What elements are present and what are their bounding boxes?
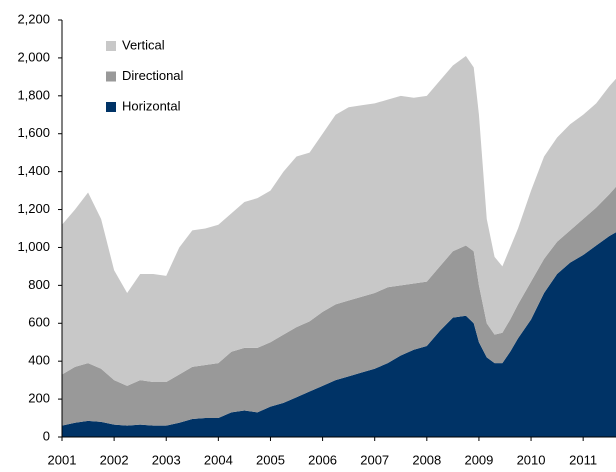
y-tick-label: 800	[28, 277, 50, 292]
x-tick-label: 2003	[152, 452, 181, 467]
y-tick-label: 2,000	[17, 49, 50, 64]
y-tick-label: 1,200	[17, 201, 50, 216]
x-tick-label: 2004	[204, 452, 233, 467]
x-tick-label: 2002	[100, 452, 129, 467]
x-tick-label: 2006	[308, 452, 337, 467]
y-tick-label: 1,800	[17, 87, 50, 102]
legend-label: Horizontal	[122, 98, 181, 113]
y-tick-label: 400	[28, 353, 50, 368]
y-tick-label: 0	[43, 428, 50, 443]
legend-label: Directional	[122, 68, 184, 83]
x-tick-label: 2008	[412, 452, 441, 467]
legend-swatch	[106, 71, 116, 82]
y-tick-label: 200	[28, 391, 50, 406]
area	[62, 56, 616, 386]
legend-swatch	[106, 102, 116, 112]
y-tick-label: 2,200	[17, 11, 50, 26]
legend-swatch	[106, 41, 116, 51]
y-tick-label: 1,000	[17, 239, 50, 254]
legend-label: Vertical	[122, 37, 165, 52]
y-tick-label: 1,400	[17, 163, 50, 178]
area	[62, 186, 616, 426]
area	[62, 232, 616, 437]
x-tick-label: 2001	[48, 452, 77, 467]
x-tick-label: 2009	[464, 452, 493, 467]
x-tick-label: 2007	[360, 452, 389, 467]
y-tick-label: 1,600	[17, 125, 50, 140]
x-tick-label: 2010	[517, 452, 546, 467]
x-tick-label: 2005	[256, 452, 285, 467]
y-tick-label: 600	[28, 315, 50, 330]
x-tick-label: 2011	[569, 452, 597, 467]
